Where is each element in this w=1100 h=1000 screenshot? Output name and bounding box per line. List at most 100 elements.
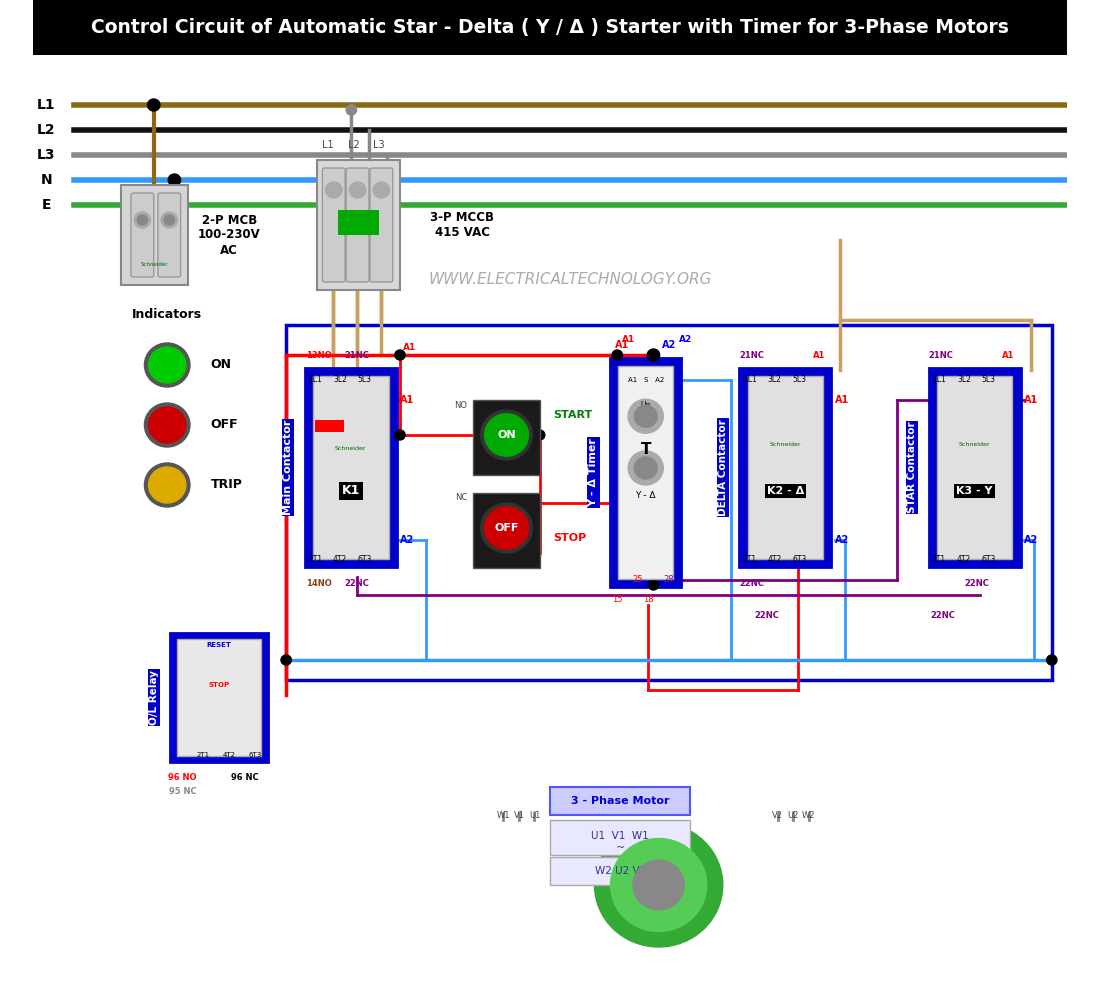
FancyBboxPatch shape — [176, 639, 262, 756]
Text: L3: L3 — [37, 148, 55, 162]
Text: O/L Relay: O/L Relay — [148, 670, 158, 725]
Text: 5L3: 5L3 — [358, 375, 372, 384]
Text: A1: A1 — [813, 351, 825, 360]
FancyBboxPatch shape — [131, 193, 154, 277]
Text: ON: ON — [497, 430, 516, 440]
FancyBboxPatch shape — [937, 376, 1012, 559]
Text: 22NC: 22NC — [739, 578, 764, 587]
Text: 4T2: 4T2 — [333, 556, 348, 564]
Text: NO: NO — [454, 400, 467, 410]
Text: 22NC: 22NC — [931, 610, 956, 619]
Text: 28: 28 — [663, 576, 674, 584]
Text: WWW.ELECTRICALTECHNOLOGY.ORG: WWW.ELECTRICALTECHNOLOGY.ORG — [429, 272, 713, 288]
FancyBboxPatch shape — [317, 160, 400, 290]
Text: Schneider: Schneider — [141, 262, 168, 267]
Text: 1L1: 1L1 — [742, 375, 757, 384]
Text: K3 - Y: K3 - Y — [957, 486, 993, 496]
Text: DELTA Contactor: DELTA Contactor — [718, 419, 728, 516]
Text: A2: A2 — [400, 535, 415, 545]
Text: T: T — [640, 442, 651, 458]
Text: V1: V1 — [514, 810, 525, 820]
Text: 96 NO: 96 NO — [168, 774, 197, 782]
Text: A1: A1 — [623, 336, 636, 344]
Circle shape — [481, 503, 532, 553]
Text: K1: K1 — [342, 484, 360, 497]
FancyBboxPatch shape — [550, 857, 690, 885]
FancyBboxPatch shape — [370, 168, 393, 282]
Text: Y - Δ Timer: Y - Δ Timer — [588, 438, 598, 507]
Circle shape — [395, 430, 405, 440]
Text: 5L3: 5L3 — [981, 375, 996, 384]
Circle shape — [635, 457, 657, 479]
Circle shape — [395, 350, 405, 360]
Text: L3: L3 — [374, 140, 385, 150]
Circle shape — [481, 410, 532, 460]
Text: Schneider: Schneider — [336, 446, 366, 450]
Text: A1: A1 — [1024, 395, 1038, 405]
FancyBboxPatch shape — [473, 493, 540, 568]
Text: L1: L1 — [36, 98, 55, 112]
Text: A1: A1 — [835, 395, 849, 405]
Text: ~: ~ — [616, 843, 625, 853]
Text: NC: NC — [455, 493, 468, 502]
Circle shape — [612, 350, 623, 360]
Text: E: E — [42, 198, 51, 212]
Text: 6T3: 6T3 — [249, 752, 262, 758]
Text: 3L2: 3L2 — [768, 375, 781, 384]
Text: W1: W1 — [497, 810, 510, 820]
Text: A1   S   A2: A1 S A2 — [628, 377, 663, 383]
Text: OFF: OFF — [494, 523, 519, 533]
Circle shape — [326, 182, 342, 198]
Text: 3L2: 3L2 — [333, 375, 346, 384]
Text: Schneider: Schneider — [959, 442, 990, 447]
Text: STOP: STOP — [553, 533, 586, 543]
FancyBboxPatch shape — [305, 368, 397, 567]
Text: STAR Contactor: STAR Contactor — [908, 422, 917, 513]
Text: 22NC: 22NC — [344, 578, 369, 587]
Text: 3L2: 3L2 — [957, 375, 971, 384]
FancyBboxPatch shape — [314, 376, 388, 559]
Text: L1: L1 — [321, 140, 333, 150]
Text: L2: L2 — [348, 140, 360, 150]
Text: Indicators: Indicators — [132, 308, 202, 322]
FancyBboxPatch shape — [550, 820, 690, 855]
Circle shape — [144, 343, 190, 387]
Text: 6T3: 6T3 — [981, 556, 996, 564]
Circle shape — [632, 860, 684, 910]
Text: RESET: RESET — [207, 642, 231, 648]
Text: 2T1: 2T1 — [742, 556, 757, 564]
Circle shape — [144, 403, 190, 447]
Text: L2: L2 — [36, 123, 55, 137]
FancyBboxPatch shape — [121, 185, 188, 285]
Text: N: N — [41, 173, 52, 187]
Circle shape — [147, 99, 160, 111]
FancyBboxPatch shape — [338, 210, 379, 235]
Text: 25: 25 — [632, 576, 644, 584]
Text: 21NC: 21NC — [344, 351, 369, 360]
Text: 1L1: 1L1 — [308, 375, 322, 384]
Text: A2: A2 — [680, 336, 693, 344]
FancyBboxPatch shape — [928, 368, 1021, 567]
Text: 2T1: 2T1 — [308, 556, 322, 564]
Text: 6T3: 6T3 — [792, 556, 806, 564]
Text: A2: A2 — [1024, 535, 1038, 545]
Circle shape — [144, 463, 190, 507]
FancyBboxPatch shape — [158, 193, 180, 277]
Circle shape — [164, 215, 175, 225]
Circle shape — [148, 347, 186, 383]
Circle shape — [628, 399, 663, 433]
Text: Y - Δ: Y - Δ — [636, 490, 656, 499]
Text: Schneider: Schneider — [770, 442, 801, 447]
Text: OFF: OFF — [210, 418, 239, 432]
Text: 4T2: 4T2 — [223, 752, 235, 758]
Text: 6T3: 6T3 — [358, 556, 372, 564]
Circle shape — [648, 580, 659, 590]
Text: K2 - Δ: K2 - Δ — [767, 486, 804, 496]
Circle shape — [535, 430, 544, 440]
Text: 96 NC: 96 NC — [231, 774, 258, 782]
Text: ON: ON — [210, 359, 232, 371]
Text: 14NO: 14NO — [307, 578, 332, 587]
Text: 13NO: 13NO — [307, 351, 332, 360]
Circle shape — [485, 414, 528, 456]
Text: Un: Un — [640, 400, 651, 410]
